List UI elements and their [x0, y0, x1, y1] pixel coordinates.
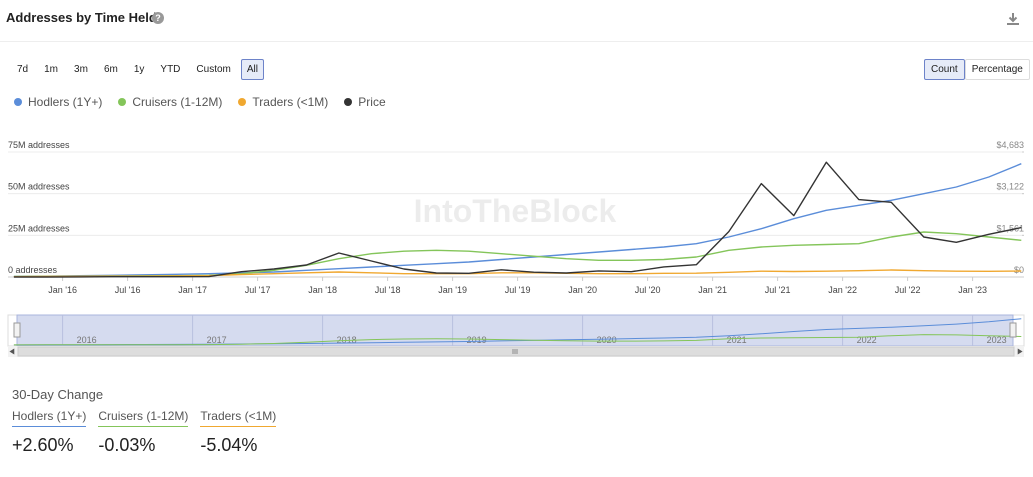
- range-buttons: 7d 1m 3m 6m 1y YTD Custom All: [11, 59, 264, 80]
- change-value: -5.04%: [200, 435, 258, 455]
- x-tick-label: Jul '17: [245, 285, 271, 295]
- scrollbar-thumb: [17, 346, 1015, 357]
- x-tick-label: Jul '20: [635, 285, 661, 295]
- navigator-handle[interactable]: [13, 322, 21, 338]
- x-tick-label: Jul '22: [895, 285, 921, 295]
- y-tick-label: 75M addresses: [8, 140, 70, 150]
- watermark: IntoTheBlock: [414, 193, 617, 229]
- legend-marker: [118, 98, 127, 106]
- legend-label: Traders (<1M): [252, 95, 329, 109]
- x-tick-label: Jan '16: [48, 285, 77, 295]
- change-item: Traders (<1M) -5.04%: [200, 409, 277, 456]
- change-item: Cruisers (1-12M) -0.03%: [98, 409, 189, 456]
- change-item: Hodlers (1Y+) +2.60%: [12, 409, 87, 456]
- range-button[interactable]: 1y: [127, 59, 151, 80]
- scroll-arrow: [9, 348, 1023, 355]
- x-tick-label: Jul '18: [375, 285, 401, 295]
- navigator-label: 2017: [207, 335, 227, 345]
- navigator-label: 2021: [727, 335, 747, 345]
- y-tick-label: 50M addresses: [8, 182, 70, 192]
- series-line: [13, 161, 1022, 278]
- mode-buttons: Count Percentage: [924, 59, 1030, 80]
- legend-item[interactable]: Price: [344, 95, 386, 109]
- change-value: +2.60%: [12, 435, 74, 455]
- range-button[interactable]: 3m: [68, 59, 94, 80]
- range-button[interactable]: 7d: [11, 59, 35, 80]
- change-label: Cruisers (1-12M): [98, 409, 189, 427]
- help-icon[interactable]: ?: [152, 12, 164, 24]
- navigator-label: 2022: [857, 335, 877, 345]
- x-tick-label: Jan '21: [698, 285, 727, 295]
- x-tick-label: Jan '23: [958, 285, 987, 295]
- y2-tick-label: $4,683: [996, 140, 1024, 150]
- change-title: 30-Day Change: [12, 387, 104, 402]
- navigator-label: 2019: [467, 335, 487, 345]
- navigator-label: 2023: [987, 335, 1007, 345]
- range-button[interactable]: 1m: [38, 59, 65, 80]
- navigator-handle[interactable]: [1009, 322, 1017, 338]
- range-button[interactable]: Custom: [190, 59, 237, 80]
- page-title: Addresses by Time Held: [6, 10, 157, 25]
- x-tick-label: Jan '17: [178, 285, 207, 295]
- legend-item[interactable]: Hodlers (1Y+): [14, 95, 102, 109]
- range-button[interactable]: All: [240, 59, 264, 80]
- legend-item[interactable]: Traders (<1M): [238, 95, 328, 109]
- change-items: Hodlers (1Y+) +2.60% Cruisers (1-12M) -0.03…: [12, 409, 277, 456]
- change-label: Traders (<1M): [200, 409, 277, 427]
- change-value: -0.03%: [98, 435, 156, 455]
- legend-label: Price: [358, 95, 386, 109]
- legend-marker: [238, 98, 247, 106]
- navigator-label: 2016: [77, 335, 97, 345]
- legend: Hodlers (1Y+) Cruisers (1-12M) Traders (<1…: [14, 95, 386, 109]
- series-line: [13, 269, 1022, 278]
- divider: [0, 41, 1033, 42]
- x-tick-label: Jan '19: [438, 285, 467, 295]
- change-label: Hodlers (1Y+): [12, 409, 87, 427]
- x-tick-label: Jan '20: [568, 285, 597, 295]
- mode-button[interactable]: Percentage: [964, 59, 1030, 80]
- x-tick-label: Jan '18: [308, 285, 337, 295]
- y2-tick-label: $0: [1014, 265, 1024, 275]
- legend-label: Cruisers (1-12M): [132, 95, 223, 109]
- y-tick-label: 25M addresses: [8, 223, 70, 233]
- range-button[interactable]: 6m: [97, 59, 124, 80]
- series-line: [13, 163, 1022, 278]
- x-tick-label: Jan '22: [828, 285, 857, 295]
- y2-tick-label: $1,561: [996, 223, 1024, 233]
- y-tick-label: 0 addresses: [8, 265, 58, 275]
- x-tick-label: Jul '19: [505, 285, 531, 295]
- mode-button[interactable]: Count: [924, 59, 965, 80]
- legend-marker: [344, 98, 353, 106]
- download-icon[interactable]: [1006, 12, 1020, 26]
- legend-item[interactable]: Cruisers (1-12M): [118, 95, 222, 109]
- range-button[interactable]: YTD: [154, 59, 187, 80]
- navigator-line: [13, 334, 1022, 346]
- x-tick-label: Jul '16: [115, 285, 141, 295]
- legend-label: Hodlers (1Y+): [28, 95, 103, 109]
- legend-marker: [14, 98, 22, 106]
- y2-tick-label: $3,122: [996, 182, 1024, 192]
- chart: IntoTheBlock 0 addresses 25M addresses 50M …: [7, 140, 1025, 357]
- x-tick-label: Jul '21: [765, 285, 791, 295]
- navigator-label: 2020: [597, 335, 617, 345]
